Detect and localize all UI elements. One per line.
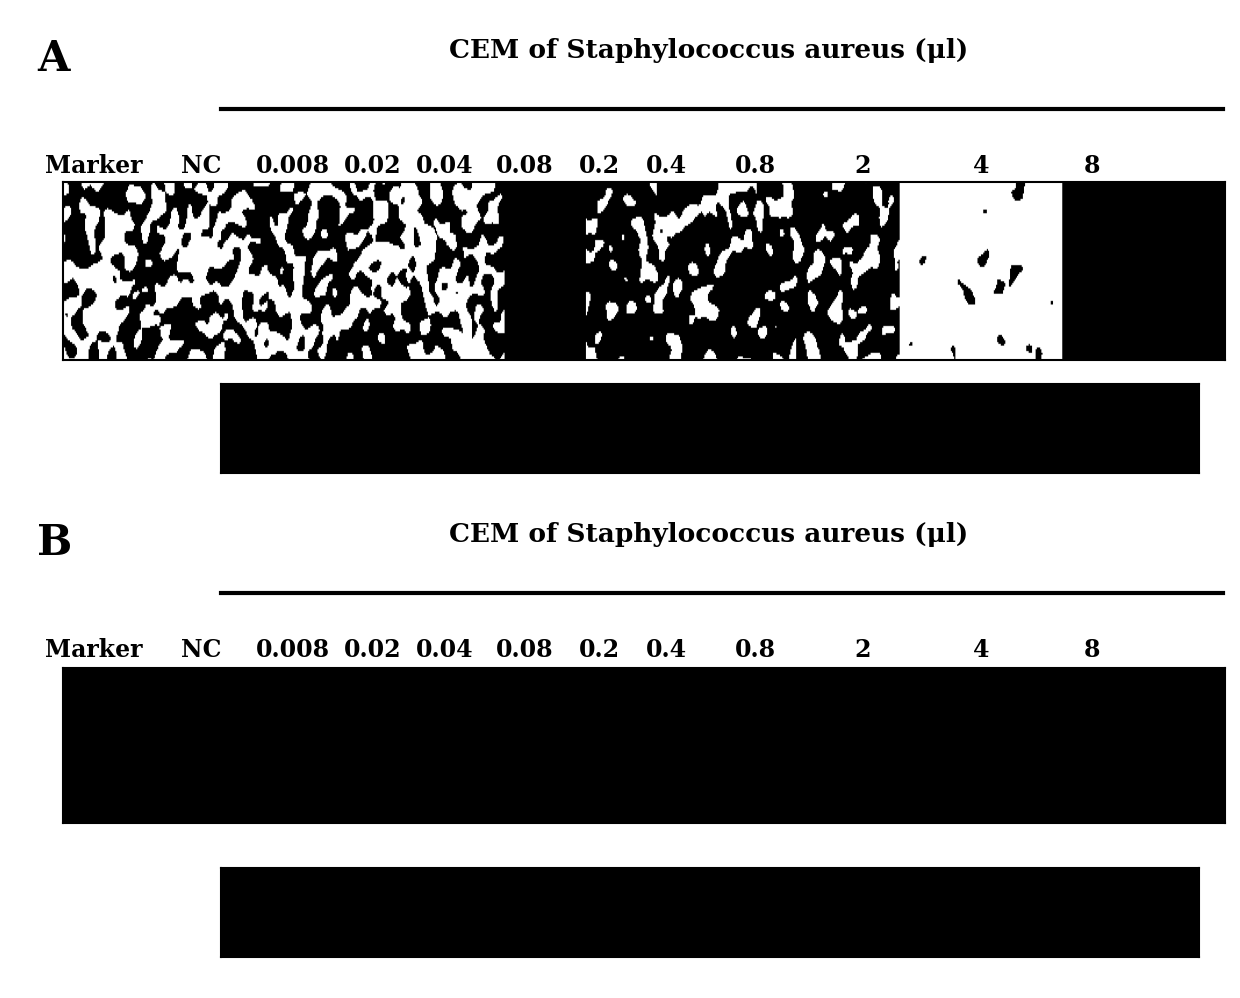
Text: 2: 2 [854,638,870,662]
Text: 4: 4 [973,638,990,662]
Text: 0.04: 0.04 [415,638,474,662]
Text: 0.08: 0.08 [496,638,553,662]
Text: NC: NC [181,154,221,178]
Text: 0.8: 0.8 [735,154,776,178]
Text: 0.4: 0.4 [646,154,687,178]
Text: 0.02: 0.02 [343,154,401,178]
Text: 8: 8 [1084,154,1100,178]
Text: B: B [37,522,72,564]
Text: 0.02: 0.02 [343,638,401,662]
Text: A: A [37,38,69,80]
Text: 0.2: 0.2 [579,638,620,662]
Text: 0.2: 0.2 [579,154,620,178]
Text: 8: 8 [1084,638,1100,662]
Text: 2: 2 [854,154,870,178]
Text: 0.4: 0.4 [646,638,687,662]
Text: 0.8: 0.8 [735,638,776,662]
Text: CEM of Staphylococcus aureus (μl): CEM of Staphylococcus aureus (μl) [449,522,968,547]
Text: CEM of Staphylococcus aureus (μl): CEM of Staphylococcus aureus (μl) [449,38,968,63]
Text: Marker: Marker [46,154,143,178]
Text: 0.08: 0.08 [496,154,553,178]
Text: 0.008: 0.008 [255,638,330,662]
Text: 0.04: 0.04 [415,154,474,178]
Text: 0.008: 0.008 [255,154,330,178]
Text: Marker: Marker [46,638,143,662]
Text: 4: 4 [973,154,990,178]
Text: NC: NC [181,638,221,662]
